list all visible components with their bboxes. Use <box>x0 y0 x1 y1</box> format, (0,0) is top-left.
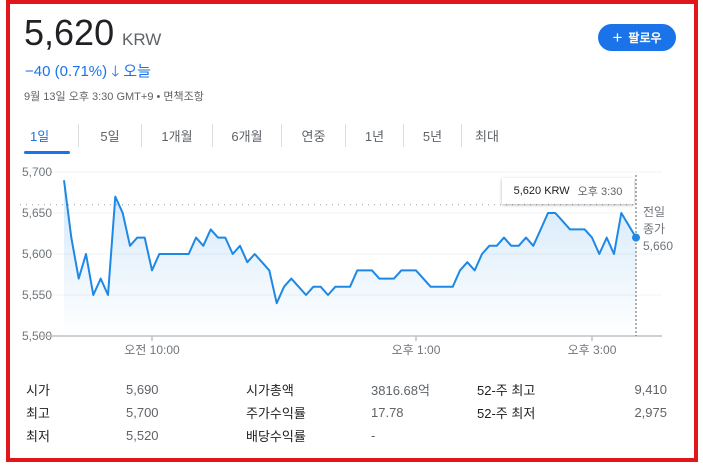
stat-label: 배당수익률 <box>246 429 306 444</box>
stat-label: 52-주 최고 <box>477 383 536 398</box>
previous-close-label: 전일 종가 5,660 <box>643 204 683 255</box>
stat-value: 5,700 <box>126 405 159 420</box>
x-tick-label: 오전 10:00 <box>124 343 180 357</box>
stat-value: 17.78 <box>371 405 404 420</box>
stat-value: 3816.68억 <box>371 383 430 398</box>
tab-2[interactable]: 5일 <box>78 124 141 147</box>
stat-value: - <box>371 428 376 443</box>
stat-label: 최저 <box>26 429 50 444</box>
tab-3[interactable]: 1개월 <box>141 124 212 147</box>
y-tick-label: 5,500 <box>22 329 52 343</box>
change-period: 오늘 <box>123 63 151 80</box>
tooltip-price: 5,620 KRW <box>513 185 570 197</box>
x-tick-label: 오후 3:00 <box>568 343 617 357</box>
price-area <box>64 180 636 336</box>
tooltip-time: 오후 3:30 <box>577 186 623 198</box>
tab-7[interactable]: 5년 <box>403 124 461 147</box>
previous-close-value: 5,660 <box>643 239 674 253</box>
hover-point <box>632 233 640 242</box>
stat-label: 52-주 최저 <box>477 406 536 421</box>
stat-label: 최고 <box>26 406 50 421</box>
stat-value: 5,690 <box>126 382 159 397</box>
stat-label: 주가수익률 <box>246 406 306 421</box>
follow-button[interactable]: + 팔로우 <box>598 24 676 51</box>
tab-8[interactable]: 최대 <box>461 124 512 147</box>
stats-row: 최고 5,700 주가수익률 17.78 52-주 최저 2,975 <box>26 401 667 424</box>
stats-row: 시가 5,690 시가총액 3816.68억 52-주 최고 9,410 <box>26 378 667 401</box>
timestamp-disclaimer[interactable]: 9월 13일 오후 3:30 GMT+9 • 면책조항 <box>24 91 204 103</box>
range-tabs: 1일 5일 1개월 6개월 연중 1년 5년 최대 <box>24 124 512 154</box>
price-line <box>63 180 637 305</box>
current-price: 5,620 <box>24 12 115 53</box>
stat-value: 5,520 <box>126 428 159 443</box>
stat-label: 시가총액 <box>246 383 294 398</box>
highlight-frame <box>6 0 698 462</box>
stat-value: 9,410 <box>634 382 667 397</box>
stats-row: 최저 5,520 배당수익률 - <box>26 424 667 447</box>
change-value: −40 (0.71%) <box>25 63 108 80</box>
stat-label: 시가 <box>26 383 50 398</box>
y-tick-label: 5,550 <box>22 288 52 302</box>
plus-icon: + <box>612 27 623 47</box>
price-change: −40 (0.71%) 🡓 오늘 <box>25 60 151 86</box>
tab-4[interactable]: 6개월 <box>212 124 281 147</box>
x-tick-label: 오후 1:00 <box>392 343 441 357</box>
stats-table: 시가 5,690 시가총액 3816.68억 52-주 최고 9,410 최고 5,700 주가… <box>26 378 667 447</box>
chart-tooltip: 5,620 KRW 오후 3:30 <box>502 178 634 204</box>
currency: KRW <box>122 30 162 49</box>
y-tick-label: 5,650 <box>22 206 52 220</box>
tab-6[interactable]: 1년 <box>345 124 403 147</box>
y-tick-label: 5,700 <box>22 165 52 179</box>
y-tick-label: 5,600 <box>22 247 52 261</box>
tab-5[interactable]: 연중 <box>281 124 345 147</box>
arrow-down-icon: 🡓 <box>111 63 120 80</box>
stat-value: 2,975 <box>634 405 667 420</box>
follow-label: 팔로우 <box>628 31 662 45</box>
previous-close-caption: 전일 종가 <box>643 205 666 236</box>
tab-1[interactable]: 1일 <box>24 124 78 154</box>
